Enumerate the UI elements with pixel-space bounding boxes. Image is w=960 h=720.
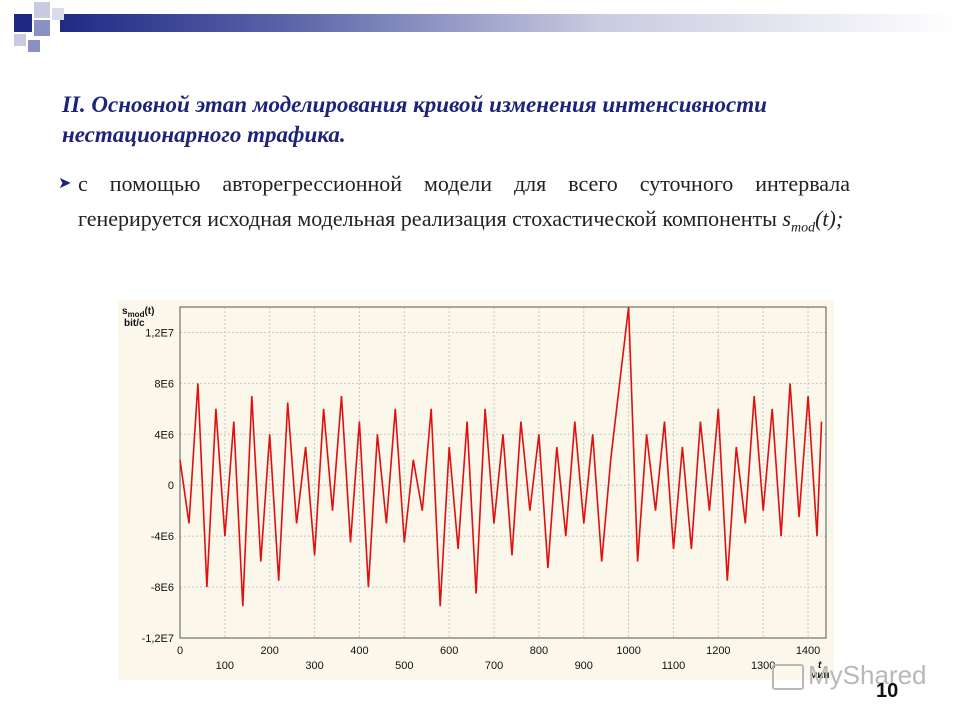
bullet-formula: smod(t); (782, 206, 844, 235)
header-square-light (34, 2, 50, 18)
y-axis-unit: bit/c (124, 318, 145, 329)
y-tick-label: 8E6 (154, 378, 174, 390)
bullet-item: ➤ с помощью авторегрессионной модели для… (58, 166, 850, 245)
y-tick-label: 0 (168, 480, 174, 492)
y-tick-label: -8E6 (151, 582, 174, 594)
x-tick-label: 0 (177, 645, 183, 657)
watermark-text: MyShared (808, 660, 927, 690)
watermark: MyShared (772, 660, 927, 691)
slide-title: II. Основной этап моделирования кривой и… (62, 92, 767, 147)
x-axis-label: t (818, 660, 822, 671)
header-square-mid (34, 20, 50, 36)
y-axis-label: smod(t) (122, 306, 154, 319)
y-tick-label: 4E6 (154, 429, 174, 441)
x-tick-label: 1400 (796, 645, 820, 657)
x-tick-label: 200 (261, 645, 279, 657)
header-decoration-bar (60, 14, 960, 32)
x-tick-label: 1200 (706, 645, 730, 657)
y-tick-label: -1,2E7 (142, 633, 174, 645)
y-axis-label-base: s (122, 306, 128, 317)
x-tick-label: 400 (350, 645, 368, 657)
formula-base: s (782, 206, 791, 231)
x-tick-label: 100 (216, 660, 234, 672)
formula-tail: (t); (815, 206, 844, 231)
x-tick-label: 900 (575, 660, 593, 672)
header-square-mid (14, 34, 26, 46)
x-tick-label: 500 (395, 660, 413, 672)
header-square-mid (28, 40, 40, 52)
x-axis-unit: мин (810, 670, 830, 681)
y-axis-label-tail: (t) (144, 306, 154, 317)
x-tick-label: 700 (485, 660, 503, 672)
formula-sub: mod (790, 220, 816, 236)
bullet-text-body: с помощью авторегрессионной модели для в… (78, 171, 850, 231)
series-line (179, 306, 823, 607)
page-number: 10 (876, 680, 899, 702)
bullet-text: с помощью авторегрессионной модели для в… (78, 166, 850, 245)
plot-frame (179, 306, 827, 639)
x-axis-ticks: 0 200 400 600 800 1000 1200 1400 100 300 500 700 900… (177, 645, 820, 672)
x-tick-label: 1100 (662, 660, 686, 672)
y-axis-ticks: 1,2E7 8E6 4E6 0 -4E6 -8E6 -1,2E7 (142, 327, 174, 645)
y-tick-label: 1,2E7 (145, 327, 174, 339)
x-tick-label: 1000 (616, 645, 640, 657)
y-axis-label-sub: mod (128, 310, 145, 319)
y-tick-label: -4E6 (151, 531, 174, 543)
x-tick-label: 300 (305, 660, 323, 672)
presentation-icon (772, 664, 804, 691)
bullet-arrow-icon: ➤ (58, 175, 72, 192)
x-tick-label: 800 (530, 645, 548, 657)
x-tick-label: 1300 (751, 660, 775, 672)
chart-grid (179, 307, 826, 639)
x-tick-label: 600 (440, 645, 458, 657)
header-square-dark (14, 14, 32, 32)
header-square-light (52, 8, 64, 20)
